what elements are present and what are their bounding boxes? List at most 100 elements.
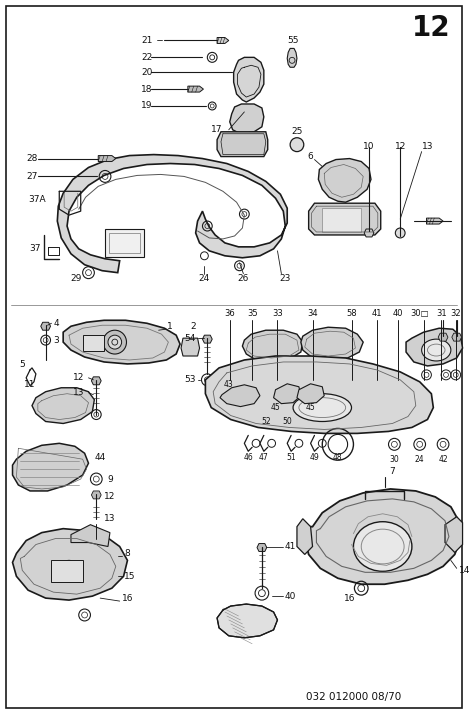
Text: 16: 16	[122, 593, 133, 603]
Text: 12: 12	[104, 493, 116, 501]
Polygon shape	[438, 333, 448, 341]
Polygon shape	[287, 49, 297, 67]
Polygon shape	[319, 159, 371, 202]
Text: 24: 24	[415, 455, 425, 463]
Polygon shape	[217, 38, 229, 44]
Polygon shape	[230, 104, 264, 134]
Text: 36: 36	[224, 309, 235, 318]
Text: 54: 54	[184, 333, 196, 343]
Text: 14: 14	[459, 565, 470, 575]
Circle shape	[108, 335, 122, 349]
Text: 35: 35	[247, 309, 257, 318]
Text: 12: 12	[394, 142, 406, 151]
Circle shape	[59, 560, 79, 580]
Text: 2: 2	[190, 322, 196, 331]
Text: 13: 13	[422, 142, 433, 151]
Polygon shape	[41, 322, 51, 330]
Text: 6: 6	[308, 152, 313, 161]
Polygon shape	[301, 327, 363, 360]
Text: 40: 40	[284, 592, 296, 600]
Text: 16: 16	[344, 593, 356, 603]
Polygon shape	[205, 356, 433, 433]
Text: 37A: 37A	[28, 195, 46, 203]
Text: 44: 44	[94, 453, 106, 462]
Bar	[322, 208, 361, 232]
Text: 45: 45	[271, 403, 281, 412]
Text: 37: 37	[29, 244, 41, 253]
Text: 11: 11	[24, 381, 36, 389]
Ellipse shape	[354, 522, 412, 571]
Text: 18: 18	[141, 84, 153, 94]
Polygon shape	[188, 86, 203, 92]
Text: 23: 23	[280, 274, 291, 283]
Text: 34: 34	[307, 309, 318, 318]
Polygon shape	[202, 335, 212, 343]
Polygon shape	[98, 156, 116, 161]
Circle shape	[290, 138, 304, 151]
Polygon shape	[234, 57, 264, 102]
Polygon shape	[406, 328, 463, 366]
Text: 7: 7	[390, 467, 395, 476]
Text: 10: 10	[363, 142, 375, 151]
Polygon shape	[12, 528, 128, 600]
Bar	[105, 229, 144, 257]
Text: 19: 19	[141, 101, 153, 111]
Text: 49: 49	[310, 453, 319, 462]
Bar	[82, 335, 104, 351]
Text: 58: 58	[346, 309, 357, 318]
Text: 13: 13	[104, 514, 116, 523]
Text: 25: 25	[291, 127, 302, 136]
Polygon shape	[71, 525, 110, 546]
Polygon shape	[309, 203, 381, 235]
Polygon shape	[57, 155, 287, 273]
Text: 50: 50	[283, 417, 292, 426]
Text: 4: 4	[54, 318, 59, 328]
Polygon shape	[220, 385, 260, 406]
Polygon shape	[217, 132, 268, 156]
Polygon shape	[91, 377, 101, 385]
Polygon shape	[305, 489, 461, 584]
Polygon shape	[181, 338, 200, 356]
Text: 032 012000 08/70: 032 012000 08/70	[306, 693, 401, 703]
Polygon shape	[63, 321, 180, 364]
Text: 53: 53	[184, 376, 196, 384]
Text: 31: 31	[436, 309, 447, 318]
Text: 45: 45	[306, 403, 316, 412]
Polygon shape	[445, 517, 463, 553]
Text: 52: 52	[261, 417, 271, 426]
Text: 42: 42	[438, 455, 448, 463]
Text: 55: 55	[287, 36, 299, 45]
Polygon shape	[242, 330, 303, 362]
Polygon shape	[32, 388, 94, 423]
Text: 15: 15	[124, 572, 135, 580]
Circle shape	[395, 228, 405, 238]
Text: 30□: 30□	[410, 309, 429, 318]
Polygon shape	[217, 604, 277, 638]
Text: 24: 24	[199, 274, 210, 283]
Text: 30: 30	[390, 455, 399, 463]
Polygon shape	[364, 229, 374, 237]
Text: 33: 33	[272, 309, 283, 318]
Text: 13: 13	[73, 388, 84, 397]
Polygon shape	[91, 491, 101, 499]
Polygon shape	[427, 218, 443, 224]
Text: 5: 5	[19, 361, 25, 369]
Circle shape	[103, 330, 127, 354]
Polygon shape	[297, 519, 312, 555]
Text: 32: 32	[450, 309, 461, 318]
Text: 20: 20	[141, 68, 153, 76]
Polygon shape	[452, 333, 462, 341]
Bar	[52, 560, 82, 582]
Text: 40: 40	[393, 309, 403, 318]
Text: 46: 46	[243, 453, 253, 462]
Text: 17: 17	[211, 125, 223, 134]
Text: 27: 27	[27, 172, 38, 181]
Text: 22: 22	[141, 53, 153, 62]
Text: 43: 43	[224, 381, 234, 389]
Text: 12: 12	[412, 14, 451, 41]
Text: 29: 29	[70, 274, 82, 283]
Polygon shape	[273, 384, 301, 403]
Text: 21: 21	[141, 36, 153, 45]
Text: 1: 1	[167, 322, 173, 331]
Text: 41: 41	[372, 309, 382, 318]
